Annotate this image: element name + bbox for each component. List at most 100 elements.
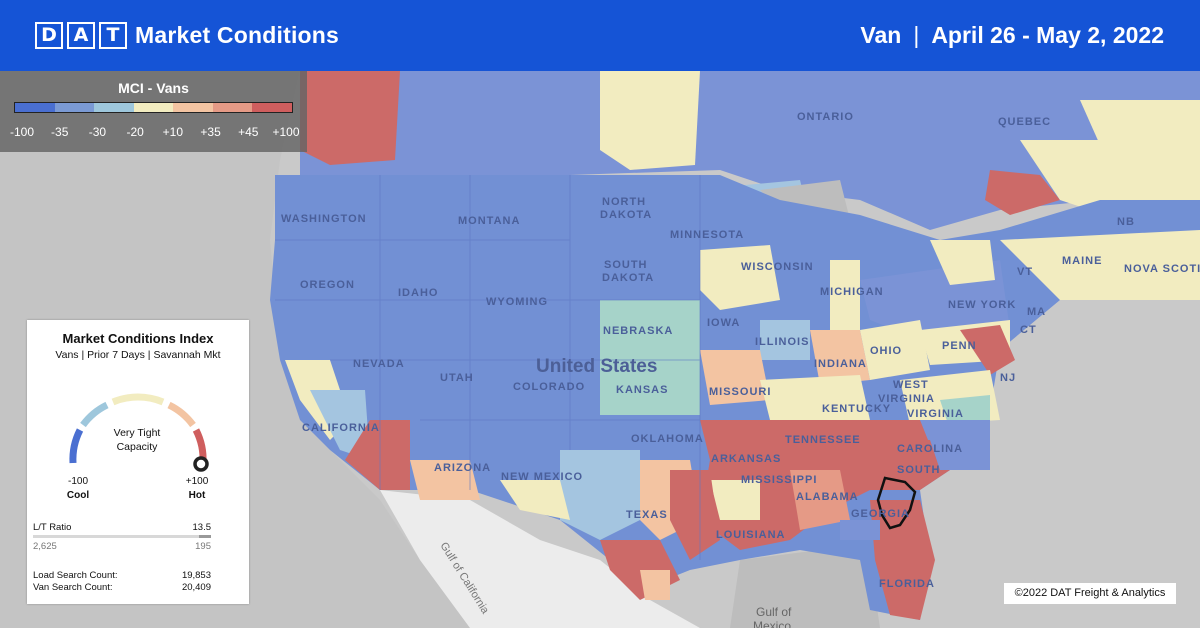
label-carolina: CAROLINA	[897, 443, 963, 455]
mci-card: Market Conditions Index Vans | Prior 7 D…	[27, 320, 249, 604]
label-nova-scotia: NOVA SCOTIA	[1124, 263, 1200, 275]
label-texas: TEXAS	[626, 509, 668, 521]
gauge-seg-yellow	[111, 393, 165, 406]
louisiana-yellow	[710, 480, 760, 520]
label-minnesota: MINNESOTA	[670, 229, 744, 241]
legend-color-swatch	[133, 103, 174, 112]
label-oklahoma: OKLAHOMA	[631, 433, 704, 445]
label-washington: WASHINGTON	[281, 213, 367, 225]
page-title: Market Conditions	[135, 22, 340, 48]
legend-tick-label: -30	[88, 125, 107, 139]
legend-tick-label: +10	[162, 125, 184, 139]
logo-letter-d: D	[35, 22, 63, 49]
state-borders	[275, 175, 701, 560]
label-new-mexico: NEW MEXICO	[501, 471, 583, 483]
legend-color-swatch	[252, 103, 293, 112]
lt-ratio-bar	[33, 535, 211, 538]
label-nevada: NEVADA	[353, 358, 405, 370]
penn-hot	[960, 325, 1015, 375]
dat-logo: D A T	[35, 22, 127, 49]
label-arizona: ARIZONA	[434, 462, 491, 474]
el-paso-yellow	[500, 480, 570, 520]
label-gulf-of-mexico-2: Mexico	[753, 619, 791, 628]
date-range: April 26 - May 2, 2022	[931, 22, 1164, 48]
bc-region	[300, 71, 400, 165]
mci-legend: MCI - Vans -100 -35 -30 -20 +10 +35 +45 +100	[0, 71, 307, 152]
legend-tick-label: -35	[51, 125, 69, 139]
gauge-seg-teal	[80, 401, 109, 428]
socal-hot	[345, 420, 410, 490]
logo-letter-t: T	[99, 22, 127, 49]
indiana-orange	[810, 330, 870, 385]
label-vt: VT	[1017, 266, 1033, 278]
label-colorado: COLORADO	[513, 381, 585, 393]
label-penn: PENN	[942, 340, 977, 352]
lt-ratio-value: 13.5	[192, 522, 212, 533]
label-ma: MA	[1027, 306, 1046, 318]
label-kansas: KANSAS	[616, 384, 668, 396]
loads-trucks-row: 2,625 195	[33, 541, 211, 552]
legend-color-swatch	[173, 103, 213, 112]
label-montana: MONTANA	[458, 215, 520, 227]
wisconsin-yellow	[700, 245, 780, 310]
legend-tick-label: -20	[126, 125, 144, 139]
label-nj: NJ	[1000, 372, 1016, 384]
map-canvas: ONTARIO QUEBEC NORTH DAKOTA SOUTH DAKOTA…	[0, 71, 1200, 628]
label-ct: CT	[1020, 324, 1037, 336]
gauge-status-line1: Very Tight	[113, 427, 161, 439]
florida-hot	[870, 500, 935, 620]
label-wisconsin: WISCONSIN	[741, 261, 814, 273]
mexico-land	[380, 490, 700, 628]
legend-color-bar	[14, 102, 293, 113]
gauge-seg-orange	[167, 401, 196, 428]
van-search-label: Van Search Count:	[33, 582, 113, 593]
label-south-dakota-1: SOUTH	[604, 259, 648, 271]
label-north-dakota-1: NORTH	[602, 196, 646, 208]
kentucky-yellow	[760, 375, 870, 420]
california-central-blue	[310, 390, 370, 460]
illinois-blue	[760, 320, 810, 360]
savannah-market-outline[interactable]	[876, 476, 917, 530]
gauge-seg-cool	[69, 428, 84, 464]
load-search-value: 19,853	[181, 570, 211, 581]
nc-east-blue	[920, 420, 990, 470]
gauge-max-label: +100	[185, 476, 209, 487]
arizona-orange	[410, 460, 480, 500]
gulf-of-mexico	[730, 550, 880, 628]
legend-color-swatch	[54, 103, 95, 112]
south-carolina-hot	[860, 440, 940, 480]
legend-ticks: -100 -35 -30 -20 +10 +35 +45 +100	[0, 125, 307, 141]
label-west-virginia-2: VIRGINIA	[878, 393, 935, 405]
legend-color-swatch	[212, 103, 253, 112]
trucks-count: 195	[195, 541, 211, 552]
load-search-row: Load Search Count: 19,853	[33, 570, 211, 581]
label-michigan: MICHIGAN	[820, 286, 884, 298]
card-subtitle: Vans | Prior 7 Days | Savannah Mkt	[55, 349, 221, 361]
loads-count: 2,625	[33, 541, 57, 552]
label-south-dakota-2: DAKOTA	[602, 272, 654, 284]
gauge-status: Very Tight Capacity	[97, 426, 177, 454]
northeast-yellow	[1000, 230, 1200, 300]
gauge-indicator	[193, 456, 209, 472]
kansas-teal	[600, 350, 700, 415]
label-quebec: QUEBEC	[998, 116, 1051, 128]
west-texas-blue	[560, 450, 640, 540]
label-ontario: ONTARIO	[797, 111, 854, 123]
label-mississippi: MISSISSIPPI	[741, 474, 817, 486]
market-map[interactable]: ONTARIO QUEBEC NORTH DAKOTA SOUTH DAKOTA…	[0, 71, 1200, 628]
gauge-hot-label: Hot	[188, 490, 206, 501]
van-search-row: Van Search Count: 20,409	[33, 582, 211, 593]
load-search-label: Load Search Count:	[33, 570, 118, 581]
lt-ratio-row: L/T Ratio 13.5	[33, 522, 211, 533]
legend-color-swatch	[15, 103, 55, 112]
label-louisiana: LOUISIANA	[716, 529, 786, 541]
legend-tick-label: +45	[238, 125, 259, 139]
label-alabama: ALABAMA	[796, 491, 859, 503]
label-illinois: ILLINOIS	[755, 336, 809, 348]
gauge-status-line2: Capacity	[116, 441, 158, 453]
label-florida: FLORIDA	[879, 578, 935, 590]
header-separator: |	[913, 22, 920, 48]
quebec-hot	[985, 170, 1060, 215]
label-utah: UTAH	[440, 372, 474, 384]
label-indiana: INDIANA	[814, 358, 867, 370]
